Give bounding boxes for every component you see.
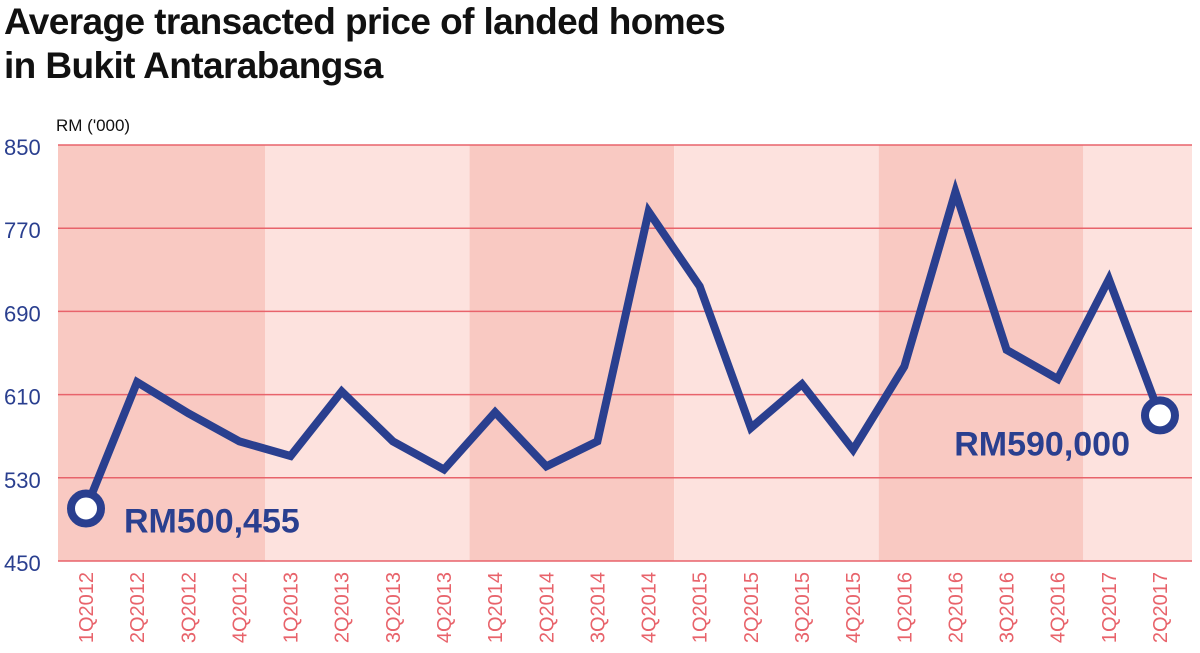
x-tick-label: 1Q2013: [281, 572, 303, 643]
chart-title-line-1: Average transacted price of landed homes: [4, 1, 726, 42]
x-tick-label: 4Q2013: [434, 572, 456, 643]
y-tick-label: 610: [4, 385, 41, 410]
y-tick-label: 450: [4, 551, 41, 576]
year-band: [265, 145, 470, 561]
x-tick-label: 4Q2015: [843, 572, 865, 643]
y-axis-tick-labels: 450 530 610 690 770 850: [4, 135, 41, 576]
y-axis-label: RM ('000): [56, 116, 130, 135]
value-annotation: RM590,000: [954, 425, 1130, 463]
x-tick-label: 3Q2012: [178, 572, 200, 643]
x-tick-label: 1Q2015: [690, 572, 712, 643]
year-bands: [58, 145, 1192, 561]
endpoint-marker: [67, 489, 105, 528]
gridlines: [58, 144, 1192, 562]
x-tick-label: 2Q2015: [741, 572, 763, 643]
y-tick-label: 690: [4, 301, 41, 326]
x-tick-label: 3Q2016: [997, 572, 1019, 643]
endpoint-markers: [67, 396, 1179, 528]
x-tick-label: 3Q2014: [587, 572, 609, 643]
x-tick-label: 2Q2014: [536, 572, 558, 643]
chart-title-line-2: in Bukit Antarabangsa: [4, 45, 383, 86]
year-band: [469, 145, 675, 561]
value-annotation: RM500,455: [124, 503, 300, 541]
endpoint-marker: [1141, 396, 1179, 435]
y-tick-label: 770: [4, 218, 41, 243]
x-tick-label: 1Q2016: [894, 572, 916, 643]
y-tick-label: 530: [4, 468, 41, 493]
x-axis-tick-labels: 1Q2012 2Q2012 3Q2012 4Q2012 1Q2013 2Q2013 3Q20…: [76, 572, 1172, 643]
x-tick-label: 4Q2012: [229, 572, 251, 643]
x-tick-label: 1Q2014: [485, 572, 507, 643]
chart-title: Average transacted price of landed homes…: [4, 0, 726, 88]
price-series-line: [82, 178, 1164, 510]
x-tick-label: 4Q2014: [639, 572, 661, 643]
x-tick-label: 3Q2015: [792, 572, 814, 643]
x-tick-label: 4Q2016: [1048, 572, 1070, 643]
x-tick-label: 2Q2017: [1150, 572, 1172, 643]
year-band: [878, 145, 1084, 561]
x-tick-label: 2Q2012: [127, 572, 149, 643]
x-tick-label: 3Q2013: [383, 572, 405, 643]
annotations: RM500,455 RM590,000: [124, 425, 1130, 540]
x-tick-label: 1Q2017: [1099, 572, 1121, 643]
x-tick-label: 2Q2016: [945, 572, 967, 643]
y-tick-label: 850: [4, 135, 41, 160]
x-tick-label: 1Q2012: [76, 572, 98, 643]
year-band: [674, 145, 879, 561]
x-tick-label: 2Q2013: [332, 572, 354, 643]
